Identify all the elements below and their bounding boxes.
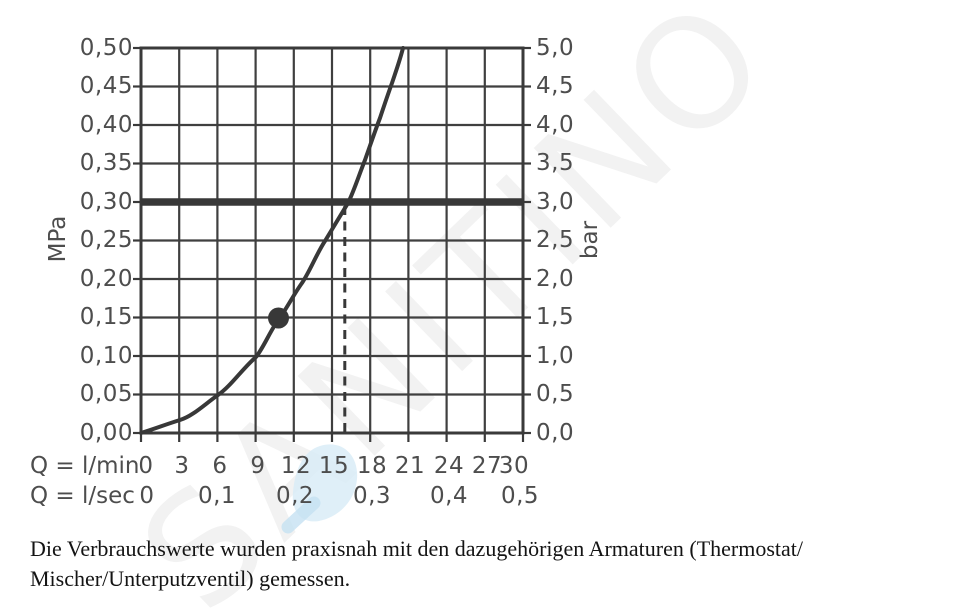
flow-curve	[139, 46, 405, 435]
x-tick-label: 21	[394, 453, 426, 479]
x-tick-label-lsec: 0,3	[352, 483, 392, 509]
left-tick-label: 0,05	[79, 381, 133, 407]
x-tick-label-lsec: 0,5	[500, 483, 540, 509]
bottom-axis-ticks	[139, 433, 525, 442]
left-tick-label: 0,50	[79, 35, 133, 61]
left-tick-label: 0,40	[79, 112, 133, 138]
x-tick-label-lsec: 0,1	[197, 483, 237, 509]
right-axis-unit-label: bar	[577, 220, 603, 260]
x-tick-label-lsec: 0	[139, 483, 155, 509]
right-axis-ticks	[523, 46, 531, 435]
x-tick-label: 24	[433, 453, 465, 479]
x-tick-label: 30	[498, 453, 530, 479]
right-tick-label: 2,0	[536, 266, 575, 292]
x-tick-label: 9	[250, 453, 266, 479]
left-axis-ticks	[133, 46, 141, 435]
caption-line-2: Mischer/Unterputzventil) gemessen.	[30, 566, 351, 591]
left-tick-label: 0,10	[79, 343, 133, 369]
caption-paragraph: Die Verbrauchswerte wurden praxisnah mit…	[30, 534, 950, 594]
x-tick-label: 18	[356, 453, 388, 479]
left-tick-label: 0,15	[79, 304, 133, 330]
left-tick-label: 0,45	[79, 73, 133, 99]
x-tick-label: 12	[280, 453, 312, 479]
x-tick-label: 27	[471, 453, 503, 479]
left-tick-label: 0,00	[79, 420, 133, 446]
caption-line-1: Die Verbrauchswerte wurden praxisnah mit…	[30, 536, 803, 561]
right-tick-label: 0,5	[536, 381, 575, 407]
x-axis-lsec-label: Q = l/sec	[30, 483, 135, 509]
x-tick-label: 3	[174, 453, 190, 479]
right-tick-label: 1,5	[536, 304, 575, 330]
left-tick-label: 0,20	[79, 266, 133, 292]
x-tick-label: 6	[212, 453, 228, 479]
right-tick-label: 4,5	[536, 73, 575, 99]
right-tick-label: 5,0	[536, 35, 575, 61]
left-tick-label: 0,25	[79, 227, 133, 253]
grid-horizontal-lines	[141, 85, 523, 396]
right-tick-label: 2,5	[536, 227, 575, 253]
x-tick-label: 15	[318, 453, 350, 479]
left-axis-unit-label: MPa	[45, 215, 71, 263]
x-tick-label-lsec: 0,2	[275, 483, 315, 509]
right-tick-label: 1,0	[536, 343, 575, 369]
right-tick-label: 3,5	[536, 150, 575, 176]
right-tick-label: 0,0	[536, 420, 575, 446]
right-tick-label: 4,0	[536, 112, 575, 138]
left-tick-label: 0,30	[79, 189, 133, 215]
x-tick-label-lsec: 0,4	[429, 483, 469, 509]
operating-point-dot	[268, 307, 289, 329]
right-tick-label: 3,0	[536, 189, 575, 215]
x-axis-lmin-label: Q = l/min	[30, 453, 140, 479]
left-tick-label: 0,35	[79, 150, 133, 176]
x-tick-label: 0	[138, 453, 154, 479]
